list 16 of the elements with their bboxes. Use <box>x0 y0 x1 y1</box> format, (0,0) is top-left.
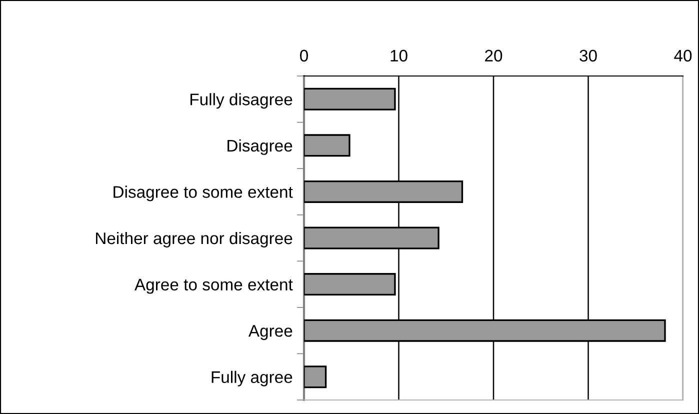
bar <box>304 273 396 296</box>
y-tick-label: Disagree <box>228 139 292 155</box>
y-tick-label: Agree <box>248 325 292 340</box>
x-tick-label: 40 <box>674 50 692 62</box>
y-tick-label: Fully disagree <box>190 93 292 109</box>
y-tick-label: Neither agree nor disagree <box>96 232 292 248</box>
x-tick-label: 10 <box>390 50 408 62</box>
bar <box>304 134 350 157</box>
y-tick-label: Disagree to some extent <box>114 186 293 202</box>
bar <box>304 88 396 110</box>
bar <box>304 366 327 388</box>
y-tick-label: Fully agree <box>212 370 292 386</box>
x-tick-label: 30 <box>580 50 597 62</box>
y-tick-label: Agree to some extent <box>134 278 293 294</box>
x-tick-label: 0 <box>300 50 308 62</box>
x-tick-label: 20 <box>485 50 502 62</box>
